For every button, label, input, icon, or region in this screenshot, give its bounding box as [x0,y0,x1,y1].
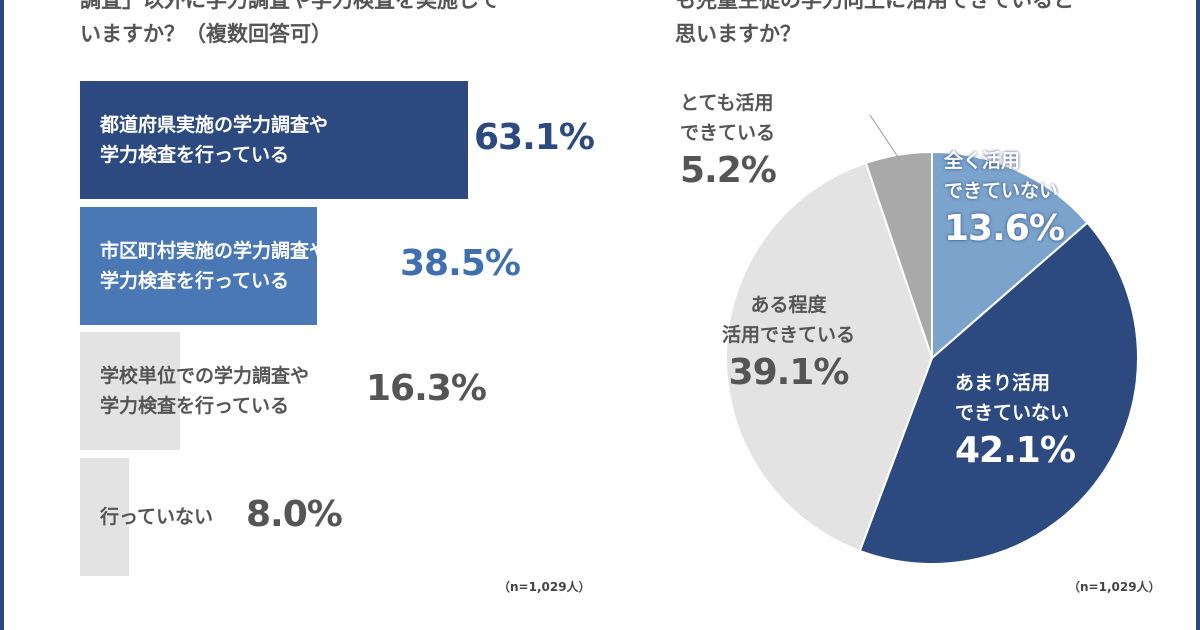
bar-value-label: 8.0% [246,494,343,535]
left-question-line1: 調査」以外に学力調査や学力検査を実施して [80,0,500,12]
bar-label-line: 行っていない [100,506,214,528]
right-question-line1: も児童生徒の学力向上に活用できていると [675,0,1074,12]
pie-value-label: 13.6% [944,208,1065,249]
bar-label-line: 市区町村実施の学力調査や [100,240,329,262]
bar-label: 市区町村実施の学力調査や 学力検査を行っている [100,236,328,296]
bar-label: 学校単位での学力調査や 学力検査を行っている [100,361,309,421]
right-question: も児童生徒の学力向上に活用できていると 思いますか？ [675,0,1074,51]
bar [80,207,317,325]
pie-slice [725,161,934,553]
left-question-line2: いますか？（複数回答可） [80,22,332,46]
pie-label-line: 活用できている [722,324,856,346]
bar-label-line: 学力検査を行っている [100,144,290,166]
frame-right [1196,0,1200,630]
pie-slice [864,150,933,359]
bar-label-line: 学力検査を行っている [100,270,290,292]
pie-slice-label: ある程度活用できている 39.1% [722,290,855,396]
pie-value-label: 5.2% [680,150,777,191]
bar-label: 行っていない [100,502,213,532]
pie-slice [931,150,1089,361]
bar-sample-note: （n=1,029人） [498,580,591,594]
right-question-line2: 思いますか？ [675,22,801,46]
bar [80,458,130,576]
bar [80,332,181,450]
bar-value-label: 16.3% [366,368,487,409]
pie-label-line: できていない [955,402,1070,424]
bar-value-label: 38.5% [400,243,521,284]
frame-left [0,0,4,630]
bar-label: 都道府県実施の学力調査や 学力検査を行っている [100,110,328,170]
pie-label-line: できている [680,122,776,144]
pie-slice [858,221,1139,565]
pie-slice-label: 全く活用できていない 13.6% [944,146,1065,252]
bar [80,81,469,199]
pie-label-line: できていない [944,180,1059,202]
pie-value-label: 42.1% [955,430,1076,471]
pie-value-label: 39.1% [728,352,850,393]
pie-slice-label: あまり活用できていない 42.1% [955,368,1076,474]
bar-label-line: 都道府県実施の学力調査や [100,114,329,136]
pie-label-line: ある程度 [750,294,827,316]
bar-label-line: 学校単位での学力調査や [100,365,310,387]
pie-sample-note: （n=1,029人） [1068,580,1161,594]
pie-label-line: とても活用 [680,92,774,114]
leader-line [869,114,901,161]
bar-value-label: 63.1% [474,117,595,158]
pie-label-line: あまり活用 [955,372,1051,394]
bar-label-line: 学力検査を行っている [100,395,290,417]
pie-label-line: 全く活用 [944,150,1021,172]
left-question: 調査」以外に学力調査や学力検査を実施して いますか？（複数回答可） [80,0,499,51]
pie-slice-label: とても活用できている 5.2% [680,88,777,194]
